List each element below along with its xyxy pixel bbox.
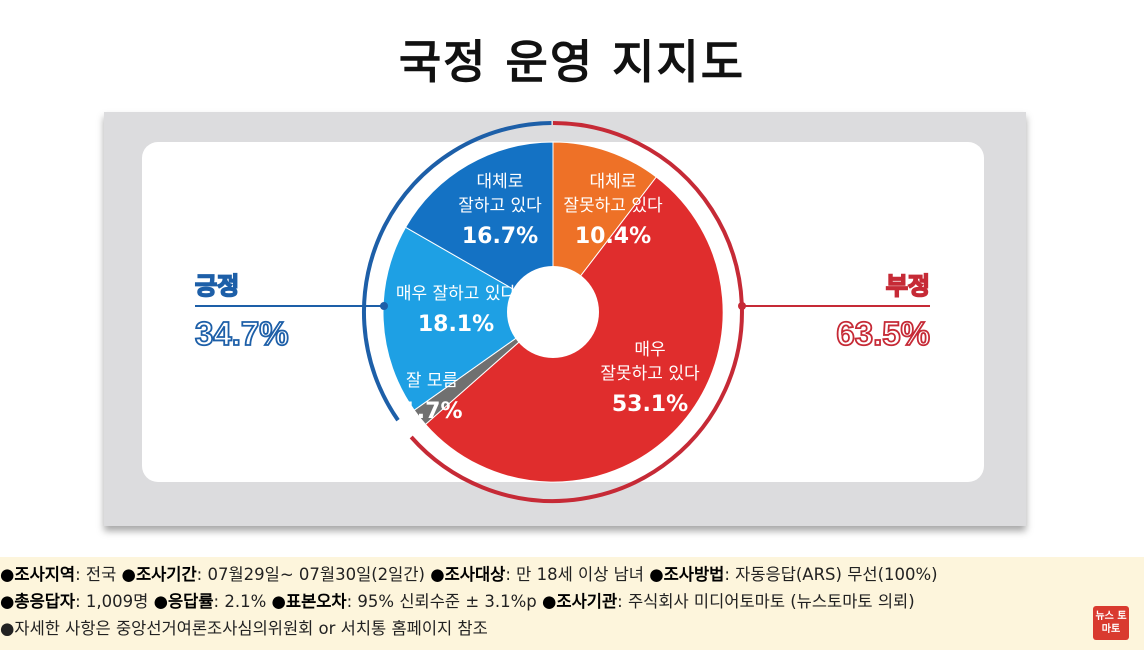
- slice-name-label: 매우: [634, 340, 665, 360]
- slice-name-label: 잘 모름: [406, 371, 458, 391]
- positive-bracket-arc: [361, 121, 552, 422]
- footer-value: : 2.1%: [213, 592, 272, 611]
- footer-key: ●총응답자: [0, 592, 76, 611]
- newstomato-logo: 뉴스 토마토: [1093, 606, 1129, 640]
- slice-name-label: 매우 잘하고 있다: [396, 284, 517, 304]
- pie-slice-4: [404, 141, 554, 313]
- slice-value-label: 10.4%: [575, 224, 651, 249]
- slice-name-label: 잘하고 있다: [458, 196, 542, 216]
- footer-value: ●자세한 사항은 중앙선거여론조사심의위원회 or 서치통 홈페이지 참조: [0, 619, 488, 638]
- footer-line-2: ●총응답자: 1,009명 ●응답률: 2.1% ●표본오차: 95% 신뢰수준…: [0, 591, 915, 613]
- footer-value: : 07월29일~ 07월30일(2일간): [196, 565, 431, 584]
- footer-key: ●조사지역: [0, 565, 76, 584]
- slice-value-label: 18.1%: [418, 312, 494, 337]
- slice-name-label: 잘못하고 있다: [563, 196, 663, 216]
- footer-value: : 주식회사 미디어토마토 (뉴스토마토 의뢰): [617, 592, 915, 611]
- negative-value: 63.5%: [836, 315, 930, 352]
- footer-value: : 만 18세 이상 남녀: [505, 565, 650, 584]
- negative-bracket-arc: [409, 121, 744, 503]
- footer-key: ●표본오차: [271, 592, 347, 611]
- footer-value: : 1,009명: [75, 592, 154, 611]
- negative-label: 부정: [886, 272, 930, 300]
- chart-title: 국정 운영 지지도: [398, 35, 746, 89]
- slice-value-label: 53.1%: [612, 392, 688, 417]
- footer-value: : 자동응답(ARS) 무선(100%): [724, 565, 938, 584]
- footer-key: ●조사대상: [430, 565, 506, 584]
- footer-key: ●조사기관: [542, 592, 618, 611]
- footer-line-1: ●조사지역: 전국 ●조사기간: 07월29일~ 07월30일(2일간) ●조사…: [0, 564, 938, 586]
- footer-line-3: ●자세한 사항은 중앙선거여론조사심의위원회 or 서치통 홈페이지 참조: [0, 618, 488, 640]
- positive-connector-dot: [380, 302, 388, 310]
- pie-slice-0: [552, 141, 658, 314]
- donut-hole: [507, 266, 599, 358]
- slice-name-label: 대체로: [477, 172, 524, 192]
- slice-value-label: 1.7%: [401, 399, 462, 424]
- footer-value: : 95% 신뢰수준 ± 3.1%p: [346, 592, 543, 611]
- footer-key: ●조사방법: [649, 565, 725, 584]
- slice-name-label: 대체로: [590, 172, 637, 192]
- pie-slice-3: [382, 226, 554, 411]
- positive-value: 34.7%: [195, 315, 289, 352]
- negative-connector-dot: [738, 302, 746, 310]
- slice-name-label: 잘못하고 있다: [600, 364, 700, 384]
- footer-key: ●조사기간: [121, 565, 197, 584]
- survey-footer: ●조사지역: 전국 ●조사기간: 07월29일~ 07월30일(2일간) ●조사…: [0, 557, 1144, 650]
- footer-value: : 전국: [75, 565, 122, 584]
- slice-value-label: 16.7%: [462, 224, 538, 249]
- footer-key: ●응답률: [153, 592, 214, 611]
- positive-label: 긍정: [195, 272, 239, 300]
